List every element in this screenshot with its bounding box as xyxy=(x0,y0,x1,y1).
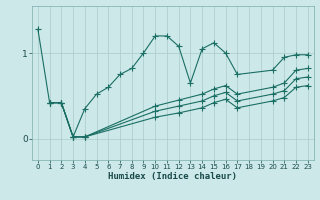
X-axis label: Humidex (Indice chaleur): Humidex (Indice chaleur) xyxy=(108,172,237,181)
